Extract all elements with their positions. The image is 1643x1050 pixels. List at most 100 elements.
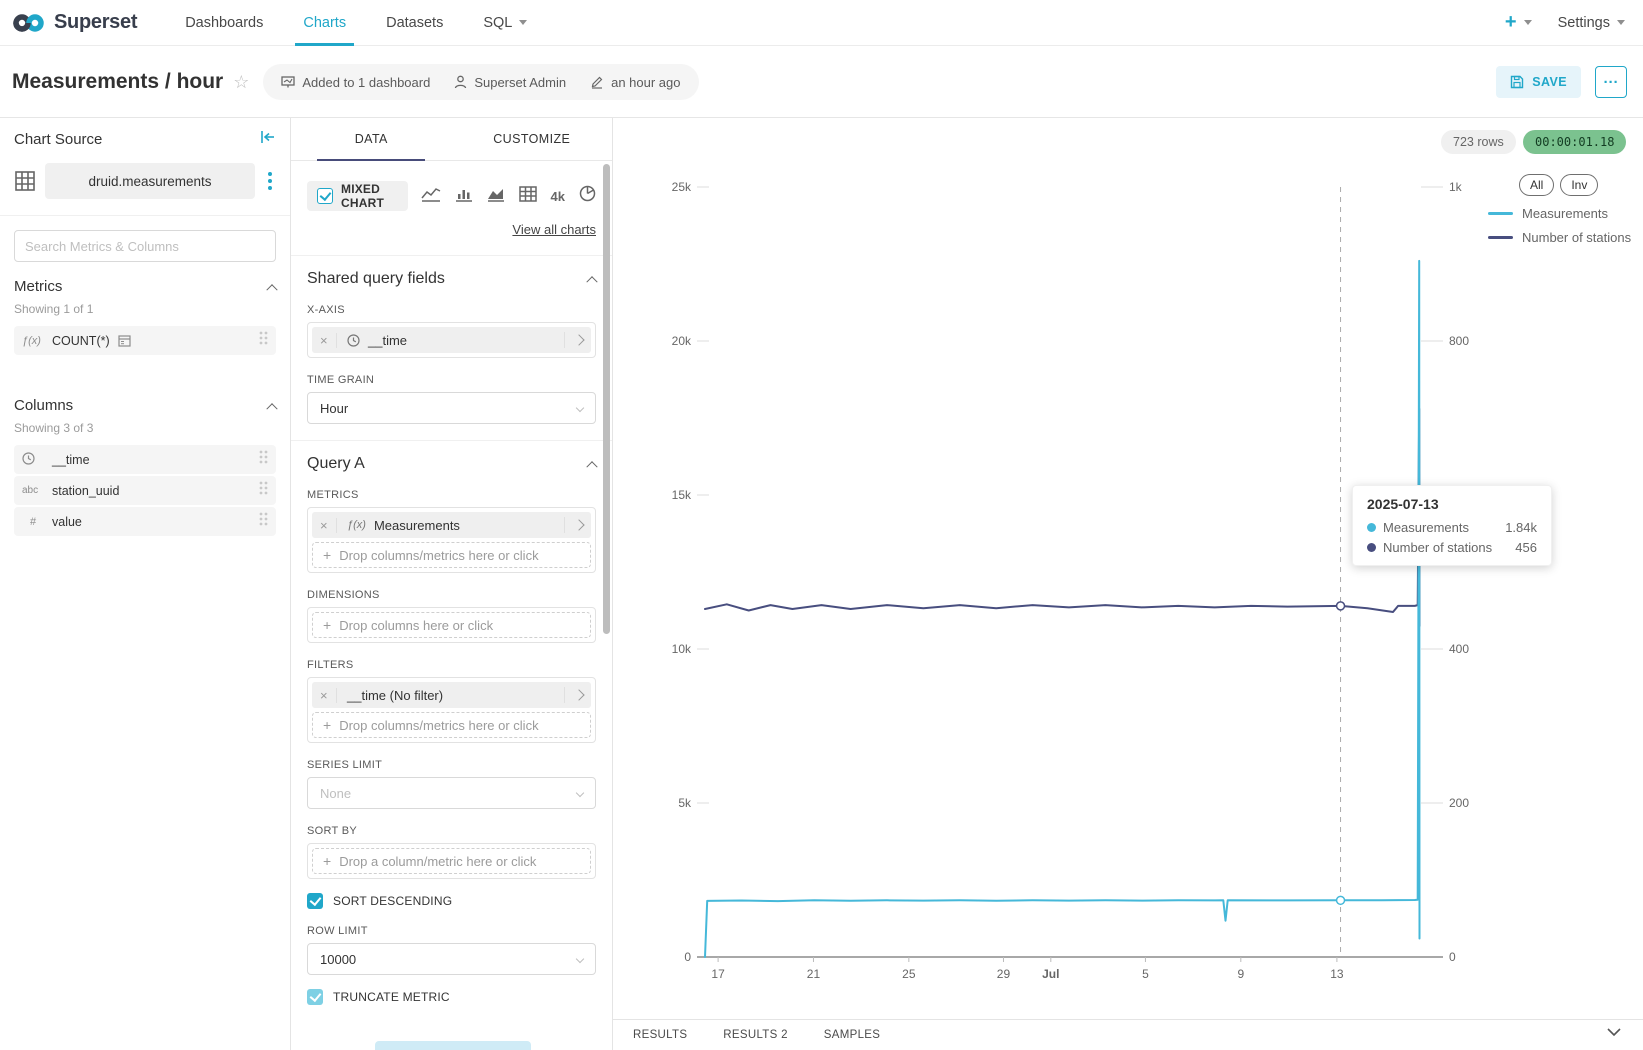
series-limit-value: None [320,785,352,801]
legend-item-measurements[interactable]: Measurements [1488,206,1631,221]
remove-icon[interactable]: × [320,687,337,703]
drop-zone-label: Drop columns/metrics here or click [339,547,539,563]
nav-datasets[interactable]: Datasets [386,14,444,31]
area-chart-icon[interactable] [487,186,505,207]
results-panel-tabs: RESULTS RESULTS 2 SAMPLES [613,1019,1643,1050]
line-chart-icon[interactable] [420,186,441,207]
big-number-4k-icon[interactable]: 4k [550,188,565,204]
svg-text:400: 400 [1449,642,1469,656]
drag-handle[interactable] [259,450,268,469]
favorite-star-icon[interactable]: ☆ [233,71,250,92]
zoom-all-button[interactable]: All [1519,174,1555,196]
save-button[interactable]: SAVE [1496,66,1581,98]
chevron-up-icon[interactable] [266,283,278,295]
x-axis-option[interactable]: × __time [312,327,591,353]
nav-charts[interactable]: Charts [283,0,366,46]
clock-icon [347,333,360,347]
last-modified-badge[interactable]: an hour ago [590,74,681,90]
collapse-results-icon[interactable] [1607,1024,1621,1042]
svg-text:13: 13 [1330,967,1344,981]
metrics-drop-zone[interactable]: + Drop columns/metrics here or click [312,542,591,568]
row-limit-label: ROW LIMIT [307,925,368,937]
table-chart-icon[interactable] [518,185,537,207]
expand-option-icon[interactable] [564,332,585,348]
pie-chart-icon[interactable] [579,185,596,207]
svg-text:800: 800 [1449,334,1469,348]
drop-zone-label: Drop columns here or click [339,617,494,633]
tooltip-label: Number of stations [1383,540,1493,555]
collapse-panel-icon[interactable] [260,130,276,149]
tab-results[interactable]: RESULTS [633,1029,688,1041]
dimensions-control: + Drop columns here or click [307,607,596,643]
time-grain-select[interactable]: Hour [307,392,596,424]
numeric-type-icon: # [29,515,37,528]
tooltip-date: 2025-07-13 [1367,496,1439,512]
new-item-button[interactable]: + [1505,11,1532,34]
panel-scrollbar[interactable] [603,164,610,634]
row-limit-select[interactable]: 10000 [307,943,596,975]
tab-data[interactable]: DATA [291,118,452,160]
viz-type-selected[interactable]: MIXED CHART [307,181,408,211]
dataset-selector[interactable]: druid.measurements [45,163,255,199]
series-limit-select[interactable]: None [307,777,596,809]
filters-drop-zone[interactable]: + Drop columns/metrics here or click [312,712,591,738]
dashboard-badge-label: Added to 1 dashboard [302,74,431,90]
panel-tabs: DATA CUSTOMIZE [291,118,612,161]
truncate-metric-checkbox[interactable] [307,989,323,1005]
owner-badge-label: Superset Admin [474,74,567,90]
tab-customize[interactable]: CUSTOMIZE [493,132,571,146]
legend-item-stations[interactable]: Number of stations [1488,230,1631,245]
zoom-inverse-button[interactable]: Inv [1560,174,1599,196]
expand-option-icon[interactable] [564,687,585,703]
settings-menu[interactable]: Settings [1558,15,1625,31]
mixed-chart-canvas[interactable]: 005k20010k40015k60020k80025k1k17212529Ju… [613,118,1643,1019]
modified-badge-label: an hour ago [611,74,681,90]
drag-handle[interactable] [259,331,268,350]
nav-dashboards[interactable]: Dashboards [185,14,264,31]
tab-results-2[interactable]: RESULTS 2 [723,1029,788,1041]
dataset-options-icon[interactable] [264,172,276,190]
owner-badge[interactable]: Superset Admin [454,75,566,90]
drag-handle[interactable] [259,481,268,500]
sort-by-drop-zone[interactable]: + Drop a column/metric here or click [312,848,591,874]
drop-zone-label: Drop columns/metrics here or click [339,717,539,733]
drag-handle[interactable] [259,512,268,531]
superset-logo[interactable]: Superset [0,11,151,34]
dashboard-count-badge[interactable]: Added to 1 dashboard [281,75,430,90]
time-grain-value: Hour [320,400,349,416]
tab-samples[interactable]: SAMPLES [823,1029,881,1041]
metric-item-count[interactable]: ƒ(x) COUNT(*) [14,326,276,355]
filters-value: __time (No filter) [347,687,444,703]
chevron-up-icon[interactable] [586,276,598,288]
chevron-up-icon[interactable] [586,461,598,473]
tooltip-value: 456 [1515,540,1537,555]
column-item-value[interactable]: # value [14,507,276,536]
metrics-label: METRICS [307,489,359,501]
brand-name: Superset [54,11,138,33]
legend-label: Measurements [1522,206,1608,221]
metrics-section-title: Metrics [14,278,63,295]
sort-descending-checkbox[interactable] [307,893,323,909]
filters-option[interactable]: × __time (No filter) [312,682,591,708]
row-count-badge: 723 rows [1441,130,1516,154]
bar-chart-icon[interactable] [455,186,473,207]
search-input[interactable] [14,230,276,262]
chevron-up-icon[interactable] [266,402,278,414]
metrics-option[interactable]: × ƒ(x) Measurements [312,512,591,538]
remove-icon[interactable]: × [320,332,337,348]
dimensions-drop-zone[interactable]: + Drop columns here or click [312,612,591,638]
nav-sql[interactable]: SQL [463,0,547,46]
plus-icon: + [323,717,332,733]
more-actions-button[interactable]: ··· [1595,66,1627,98]
chart-source-title: Chart Source [14,131,103,148]
svg-text:5k: 5k [678,796,692,810]
column-item-time[interactable]: __time [14,445,276,474]
svg-text:15k: 15k [672,488,692,502]
expand-option-icon[interactable] [564,517,585,533]
x-axis-control: × __time [307,322,596,358]
view-all-charts-link[interactable]: View all charts [512,222,596,237]
remove-icon[interactable]: × [320,517,337,533]
truncate-metric-row: TRUNCATE METRIC [307,989,596,1005]
column-item-station-uuid[interactable]: abc station_uuid [14,476,276,505]
